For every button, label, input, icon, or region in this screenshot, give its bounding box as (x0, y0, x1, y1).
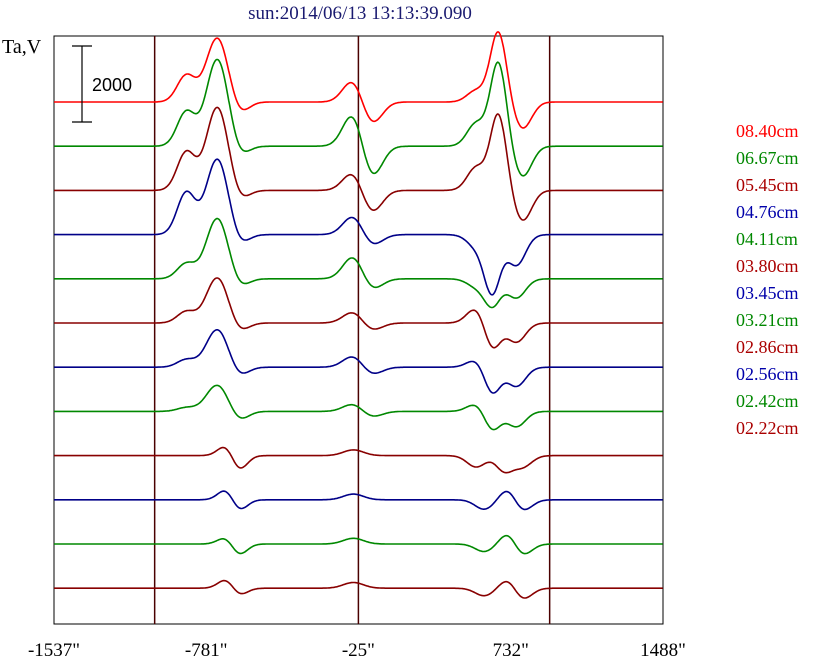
scale-bar: 2000 (72, 45, 132, 123)
series-line (54, 217, 663, 309)
series-line (54, 31, 663, 129)
legend-entry: 04.11cm (736, 229, 798, 249)
x-axis-ticks: -1537" -781" -25" 732" 1488" (28, 640, 686, 661)
vertical-guide-lines (153, 36, 551, 624)
series-line (54, 329, 663, 394)
series-line (54, 277, 663, 349)
x-tick-label: -25" (342, 640, 375, 661)
series-line (54, 158, 663, 296)
chart-title: sun:2014/06/13 13:13:39.090 (248, 3, 472, 24)
legend-entry: 02.22cm (736, 418, 799, 438)
scale-bar-label: 2000 (92, 75, 132, 95)
legend: 08.40cm 06.67cm 05.45cm 04.76cm 04.11cm 03.80… (736, 118, 813, 442)
series-line (54, 534, 663, 555)
legend-entry: 03.21cm (736, 310, 799, 330)
series-line (54, 384, 663, 431)
legend-entry: 03.80cm (736, 256, 799, 276)
legend-entry: 03.45cm (736, 283, 799, 303)
series-traces (54, 31, 663, 599)
legend-entry: 02.86cm (736, 337, 799, 357)
legend-entry: 05.45cm (736, 175, 799, 195)
x-tick-label: 732" (493, 640, 529, 661)
x-tick-label: 1488" (640, 640, 686, 661)
x-tick-label: -1537" (28, 640, 80, 661)
series-line (54, 58, 663, 177)
x-tick-label: -781" (185, 640, 228, 661)
legend-entry: 04.76cm (736, 202, 799, 222)
series-line (54, 106, 663, 221)
series-line (54, 579, 663, 599)
series-line (54, 490, 663, 511)
legend-entry: 08.40cm (736, 121, 799, 141)
legend-entry: 02.56cm (736, 364, 799, 384)
series-line (54, 446, 663, 474)
legend-entry: 06.67cm (736, 148, 799, 168)
y-axis-label: Ta,V (2, 36, 42, 58)
legend-entry: 02.42cm (736, 391, 799, 411)
